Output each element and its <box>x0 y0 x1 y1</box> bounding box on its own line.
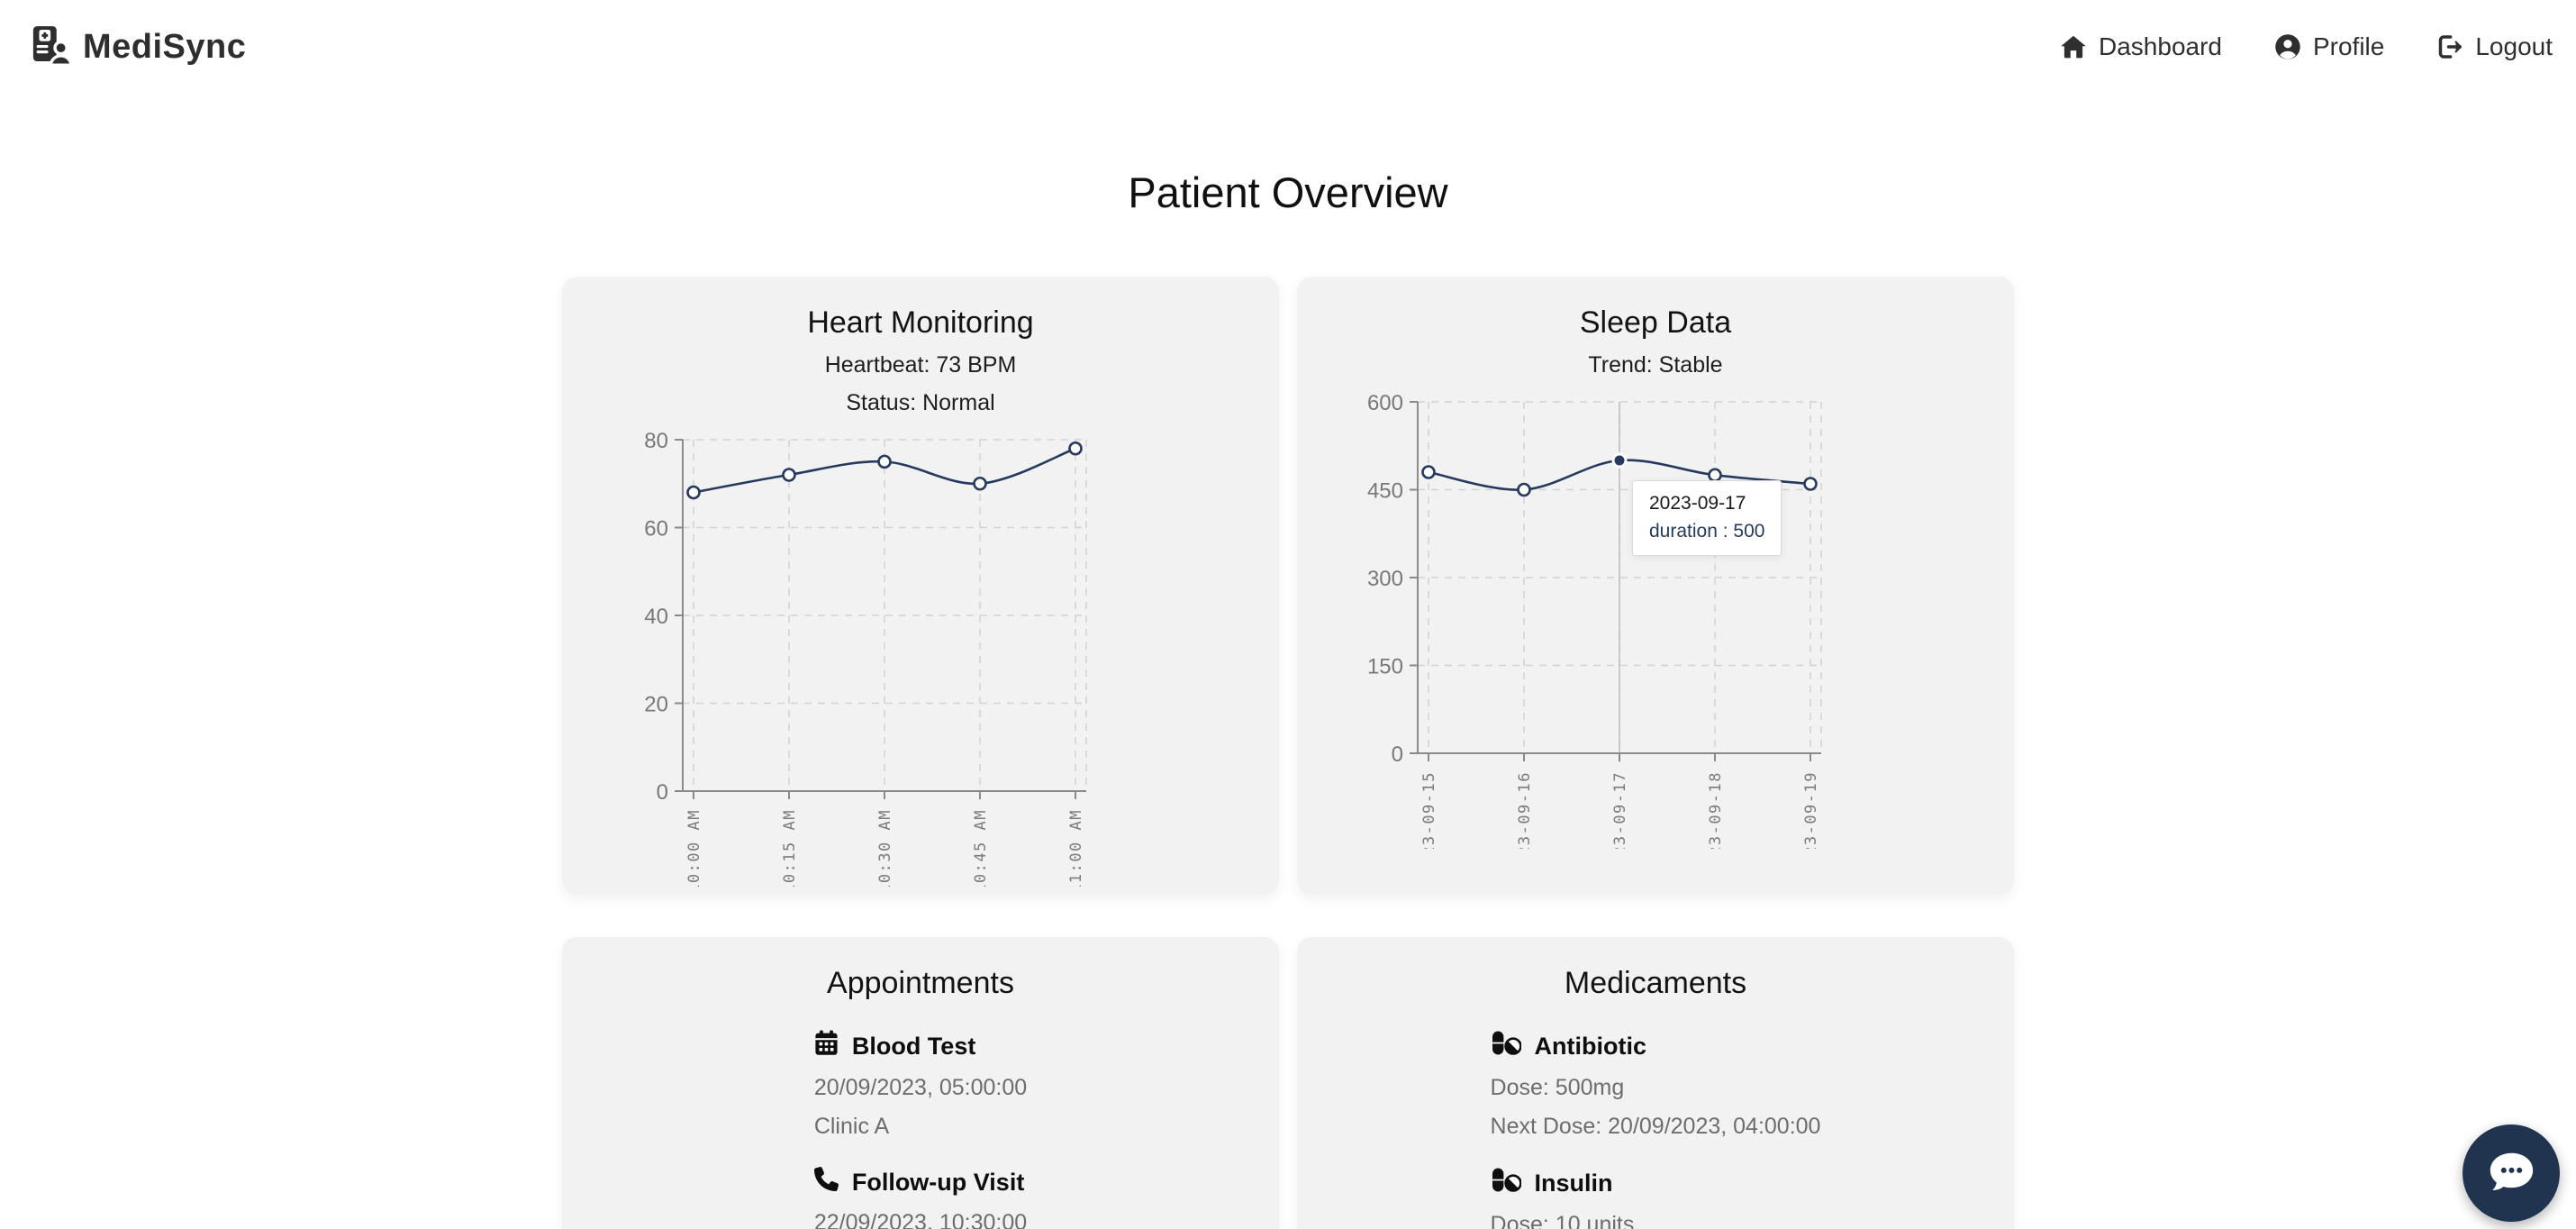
svg-text:23-09-16: 23-09-16 <box>1516 771 1534 849</box>
svg-text:150: 150 <box>1367 655 1403 679</box>
list-item: Insulin Dose: 10 units <box>1491 1167 1821 1229</box>
medicament-next-dose: Next Dose: 20/09/2023, 04:00:00 <box>1490 1114 1821 1139</box>
medisync-logo-icon <box>31 24 73 70</box>
phone-icon <box>813 1166 839 1197</box>
heartbeat-status: Status: Normal <box>846 390 995 415</box>
svg-text:20: 20 <box>644 693 668 717</box>
card-title: Appointments <box>827 966 1014 1000</box>
appointment-location: Clinic A <box>813 1114 890 1139</box>
svg-text:300: 300 <box>1367 567 1403 591</box>
appointment-name: Follow-up Visit <box>851 1168 1025 1196</box>
heart-monitoring-card: Heart Monitoring Heartbeat: 73 BPM Statu… <box>562 277 1279 895</box>
svg-text:10:00 AM: 10:00 AM <box>685 809 703 887</box>
appointment-datetime: 22/09/2023, 10:30:00 <box>813 1210 1028 1229</box>
svg-text:10:15 AM: 10:15 AM <box>781 809 799 887</box>
chart-tooltip: 2023-09-17 duration : 500 <box>1632 480 1782 556</box>
card-title: Sleep Data <box>1579 305 1732 340</box>
svg-text:10:45 AM: 10:45 AM <box>972 809 990 887</box>
page-title: Patient Overview <box>1128 168 1448 216</box>
brand[interactable]: MediSync <box>31 24 246 70</box>
logout-icon <box>2436 33 2463 60</box>
nav-links: Dashboard Profile Logout <box>2060 32 2553 61</box>
medicament-dose: Dose: 500mg <box>1490 1075 1625 1100</box>
medicaments-card: Medicaments Antibiotic Dose: 500mg <box>1297 937 2014 1229</box>
heartbeat-value: Heartbeat: 73 BPM <box>824 352 1017 378</box>
appointments-card: Appointments <box>562 937 1279 1229</box>
appointments-list: Blood Test 20/09/2023, 05:00:00 Clinic A… <box>813 1030 1028 1229</box>
svg-text:600: 600 <box>1367 391 1403 415</box>
svg-text:0: 0 <box>657 780 668 805</box>
heart-chart-svg: 0 20 40 60 80 10:00 AM 10:15 AM 10:30 AM 10:45 A… <box>644 429 1087 894</box>
svg-text:23-09-17: 23-09-17 <box>1611 771 1629 849</box>
heart-line-chart[interactable]: 0 20 40 60 80 10:00 AM 10:15 AM 10:30 AM 10:45 A… <box>632 427 1209 894</box>
appointment-datetime: 20/09/2023, 05:00:00 <box>813 1075 1028 1100</box>
appointment-name: Blood Test <box>851 1032 976 1060</box>
sleep-line-chart[interactable]: 0 150 300 450 600 23-09-15 23-09-16 23-09-17 23-… <box>1367 389 1944 856</box>
svg-text:23-09-19: 23-09-19 <box>1802 771 1820 849</box>
nav-item-label: Logout <box>2475 32 2553 60</box>
medicament-name: Insulin <box>1534 1169 1613 1197</box>
nav-item-profile[interactable]: Profile <box>2274 32 2384 61</box>
navbar: MediSync Dashboard Profile <box>0 0 2576 94</box>
nav-item-label: Profile <box>2312 32 2385 60</box>
chat-button[interactable] <box>2463 1124 2560 1222</box>
svg-text:60: 60 <box>644 517 668 542</box>
svg-text:40: 40 <box>644 605 668 629</box>
svg-text:23-09-18: 23-09-18 <box>1707 771 1725 849</box>
brand-name: MediSync <box>83 27 247 66</box>
sleep-data-card: Sleep Data Trend: Stable 0 150 300 450 600 23… <box>1297 277 2014 895</box>
medicament-name: Antibiotic <box>1534 1032 1647 1060</box>
pills-icon <box>1491 1167 1522 1199</box>
card-title: Heart Monitoring <box>807 305 1034 340</box>
pills-icon <box>1491 1030 1522 1062</box>
house-icon <box>2060 33 2087 60</box>
list-item: Blood Test 20/09/2023, 05:00:00 Clinic A <box>814 1030 1027 1140</box>
svg-text:23-09-15: 23-09-15 <box>1420 771 1438 849</box>
cards-grid: Heart Monitoring Heartbeat: 73 BPM Statu… <box>562 277 2014 1229</box>
sleep-trend: Trend: Stable <box>1588 352 1723 378</box>
list-item: Antibiotic Dose: 500mg Next Dose: 20/09/… <box>1490 1030 1821 1140</box>
nav-item-logout[interactable]: Logout <box>2436 32 2553 61</box>
medicament-dose: Dose: 10 units <box>1490 1212 1635 1229</box>
card-title: Medicaments <box>1564 966 1747 1000</box>
user-circle-icon <box>2274 33 2301 60</box>
medicaments-list: Antibiotic Dose: 500mg Next Dose: 20/09/… <box>1490 1030 1821 1229</box>
comment-dots-icon <box>2485 1146 2537 1201</box>
tooltip-date: 2023-09-17 <box>1649 493 1746 514</box>
nav-item-label: Dashboard <box>2099 32 2222 60</box>
svg-text:80: 80 <box>644 429 668 453</box>
calendar-icon <box>814 1030 839 1062</box>
svg-text:450: 450 <box>1367 479 1403 504</box>
sleep-chart-svg: 0 150 300 450 600 23-09-15 23-09-16 23-09-17 23-… <box>1367 391 1822 856</box>
svg-text:0: 0 <box>1392 742 1403 767</box>
svg-text:10:30 AM: 10:30 AM <box>876 809 894 887</box>
tooltip-value: duration : 500 <box>1649 521 1765 542</box>
svg-text:11:00 AM: 11:00 AM <box>1067 809 1085 887</box>
nav-item-dashboard[interactable]: Dashboard <box>2060 32 2222 61</box>
list-item: Follow-up Visit 22/09/2023, 10:30:00 <box>813 1166 1028 1229</box>
